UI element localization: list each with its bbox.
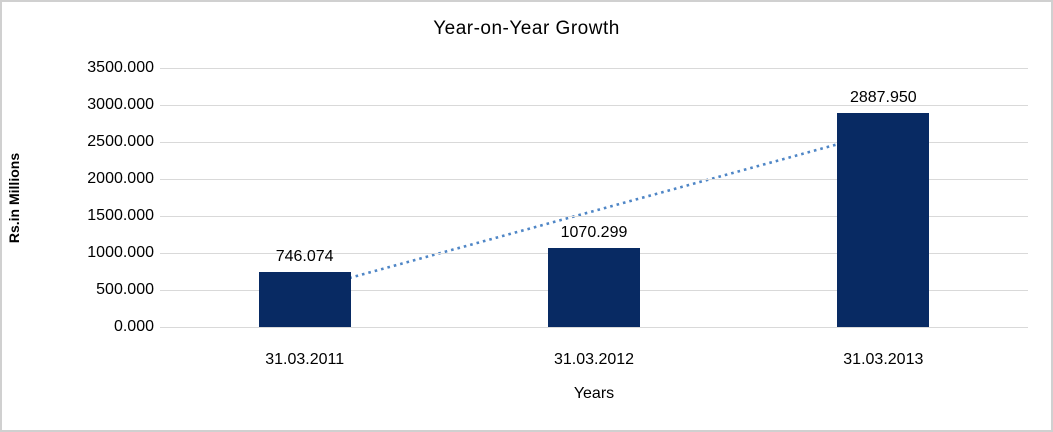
gridline bbox=[160, 216, 1028, 217]
y-axis-title: Rs.in Millions bbox=[6, 152, 22, 243]
gridline bbox=[160, 142, 1028, 143]
y-tick-label: 2000.000 bbox=[87, 170, 154, 187]
y-tick-label: 0.000 bbox=[113, 318, 154, 335]
gridline bbox=[160, 179, 1028, 180]
bar bbox=[548, 247, 640, 327]
bar-data-label: 746.074 bbox=[275, 247, 334, 265]
y-tick-label: 1000.000 bbox=[87, 244, 154, 261]
y-tick-label: 500.000 bbox=[96, 281, 154, 298]
bar-data-label: 1070.299 bbox=[560, 223, 628, 241]
gridline bbox=[160, 105, 1028, 106]
y-tick-label: 2500.000 bbox=[87, 133, 154, 150]
x-category-label: 31.03.2011 bbox=[265, 351, 345, 368]
x-axis-title: Years bbox=[573, 385, 615, 402]
bar bbox=[258, 271, 351, 327]
y-tick-label: 1500.000 bbox=[87, 207, 154, 224]
x-category-label: 31.03.2012 bbox=[553, 351, 635, 368]
y-tick-label: 3000.000 bbox=[87, 96, 154, 113]
chart-title: Year-on-Year Growth bbox=[433, 18, 620, 39]
gridline bbox=[160, 68, 1028, 69]
x-category-label: 31.03.2013 bbox=[843, 351, 924, 368]
bar-data-label: 2887.950 bbox=[849, 89, 917, 107]
y-tick-label: 3500.000 bbox=[87, 59, 154, 76]
bar bbox=[837, 113, 930, 327]
gridline bbox=[160, 327, 1028, 328]
